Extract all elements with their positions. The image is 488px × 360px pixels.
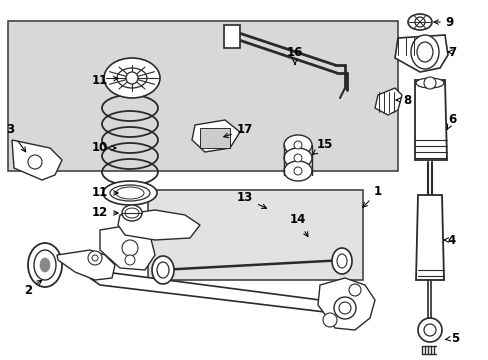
Bar — [148, 190, 362, 280]
Text: 11: 11 — [92, 73, 118, 86]
Text: 1: 1 — [362, 185, 381, 207]
Polygon shape — [374, 88, 401, 115]
Bar — [8, 21, 397, 171]
Ellipse shape — [407, 14, 431, 30]
Ellipse shape — [410, 35, 438, 69]
Circle shape — [125, 255, 135, 265]
Ellipse shape — [157, 262, 169, 278]
Ellipse shape — [34, 250, 56, 280]
Polygon shape — [317, 278, 374, 330]
Ellipse shape — [284, 148, 311, 168]
Circle shape — [293, 141, 302, 149]
Circle shape — [88, 251, 102, 265]
Text: 8: 8 — [395, 94, 410, 107]
Text: 3: 3 — [6, 123, 26, 152]
Bar — [200, 128, 229, 148]
Ellipse shape — [40, 258, 50, 272]
Text: 6: 6 — [447, 113, 455, 129]
Text: 15: 15 — [312, 139, 332, 154]
Ellipse shape — [284, 161, 311, 181]
Polygon shape — [90, 270, 354, 312]
Text: 4: 4 — [443, 234, 455, 247]
Polygon shape — [414, 80, 446, 160]
Text: 16: 16 — [286, 45, 303, 64]
Circle shape — [348, 284, 360, 296]
Text: 7: 7 — [447, 45, 455, 58]
Ellipse shape — [104, 58, 160, 98]
Circle shape — [423, 77, 435, 89]
Polygon shape — [415, 195, 443, 280]
Circle shape — [293, 167, 302, 175]
Polygon shape — [57, 250, 115, 280]
Ellipse shape — [415, 78, 443, 88]
Ellipse shape — [331, 248, 351, 274]
Circle shape — [423, 324, 435, 336]
Text: 10: 10 — [92, 141, 116, 154]
Text: 9: 9 — [433, 15, 453, 28]
Ellipse shape — [28, 243, 62, 287]
Ellipse shape — [284, 135, 311, 155]
Ellipse shape — [336, 254, 346, 268]
Circle shape — [92, 255, 98, 261]
Polygon shape — [12, 140, 62, 180]
Polygon shape — [224, 25, 240, 48]
Text: 17: 17 — [224, 123, 253, 138]
Ellipse shape — [103, 181, 157, 205]
Circle shape — [414, 17, 424, 27]
Circle shape — [293, 154, 302, 162]
Circle shape — [338, 302, 350, 314]
Ellipse shape — [152, 256, 174, 284]
Ellipse shape — [117, 68, 147, 88]
Polygon shape — [100, 225, 155, 270]
Ellipse shape — [416, 42, 432, 62]
Text: 11: 11 — [92, 186, 118, 199]
Circle shape — [333, 297, 355, 319]
Text: 5: 5 — [445, 332, 458, 345]
Text: 2: 2 — [24, 280, 41, 297]
Text: 13: 13 — [236, 192, 266, 208]
Polygon shape — [394, 35, 447, 72]
Polygon shape — [192, 120, 240, 152]
Ellipse shape — [110, 185, 150, 201]
Circle shape — [122, 240, 138, 256]
Circle shape — [28, 155, 42, 169]
Polygon shape — [118, 210, 200, 240]
Circle shape — [323, 313, 336, 327]
Text: 14: 14 — [289, 213, 307, 237]
Circle shape — [126, 72, 138, 84]
Circle shape — [417, 318, 441, 342]
Ellipse shape — [122, 205, 142, 221]
Text: 12: 12 — [92, 207, 118, 220]
